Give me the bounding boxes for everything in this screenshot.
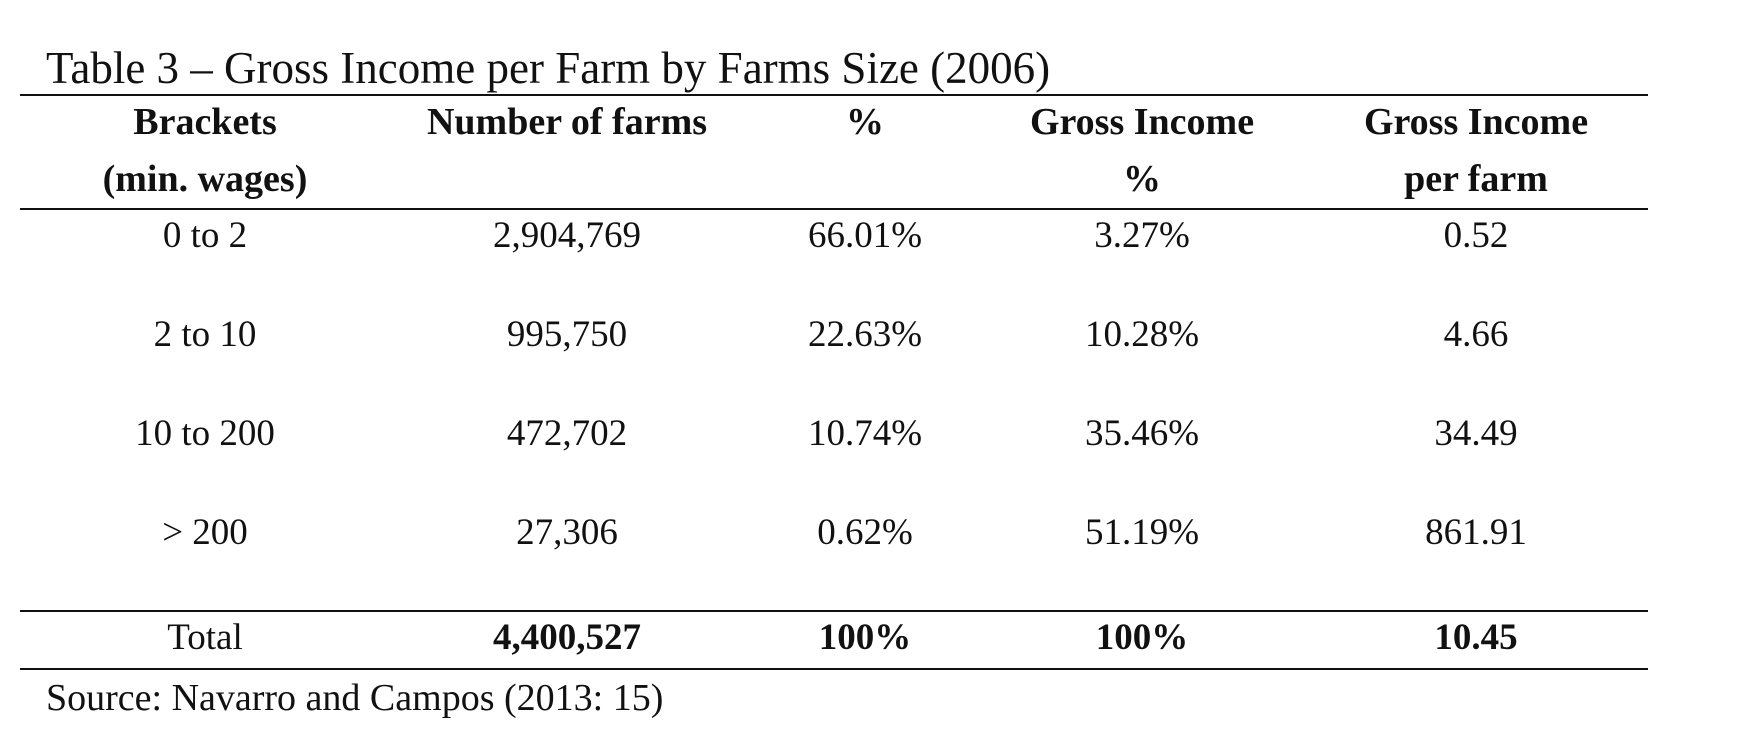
table-cell: 995,750 [506, 314, 628, 355]
table-cell: 3.27% [1094, 215, 1190, 256]
total-label: Total [167, 617, 243, 658]
header-percent: % [846, 94, 884, 151]
table-cell: 34.49 [1434, 413, 1518, 454]
header-line: Brackets [133, 101, 277, 143]
header-brackets: Brackets (min. wages) [103, 94, 308, 208]
table-cell: > 200 [162, 512, 248, 553]
table-cell: 2,904,769 [493, 215, 641, 256]
table-cell: 861.91 [1425, 512, 1527, 553]
table-cell: 10 to 200 [135, 413, 275, 454]
header-line: (min. wages) [102, 158, 308, 200]
bottom-rule [20, 668, 1648, 670]
table-cell: 27,306 [516, 512, 618, 553]
total-gross-income-percent: 100% [1095, 617, 1189, 658]
header-line: per farm [1404, 158, 1548, 200]
source-note: Source: Navarro and Campos (2013: 15) [46, 677, 664, 719]
table-cell: 4.66 [1443, 314, 1509, 355]
table-cell: 2 to 10 [153, 314, 257, 355]
header-line: Gross Income [1029, 101, 1255, 143]
top-rule [20, 94, 1648, 96]
table-cell: 472,702 [506, 413, 628, 454]
header-gross-income-percent: Gross Income % [1030, 94, 1254, 208]
table-cell: 0.62% [817, 512, 913, 553]
table-cell: 0.52 [1443, 215, 1509, 256]
header-number-of-farms: Number of farms [427, 94, 707, 151]
total-percent: 100% [818, 617, 912, 658]
header-rule [20, 208, 1648, 210]
table-cell: 22.63% [807, 314, 923, 355]
total-number-of-farms: 4,400,527 [493, 617, 641, 658]
table-cell: 10.28% [1084, 314, 1200, 355]
total-top-rule [20, 610, 1648, 612]
total-gross-income-per-farm: 10.45 [1434, 617, 1518, 658]
table-title: Table 3 – Gross Income per Farm by Farms… [46, 43, 1051, 93]
table-cell: 51.19% [1084, 512, 1200, 553]
table-cell: 0 to 2 [162, 215, 248, 256]
table-cell: 10.74% [807, 413, 923, 454]
header-gross-income-per-farm: Gross Income per farm [1364, 94, 1588, 208]
header-line: % [846, 101, 884, 143]
header-line: Number of farms [426, 101, 708, 143]
table-cell: 35.46% [1084, 413, 1200, 454]
header-line: % [1123, 158, 1161, 200]
table-cell: 66.01% [807, 215, 923, 256]
header-line: Gross Income [1363, 101, 1589, 143]
